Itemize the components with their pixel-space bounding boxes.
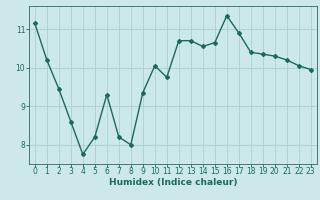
X-axis label: Humidex (Indice chaleur): Humidex (Indice chaleur): [108, 178, 237, 187]
